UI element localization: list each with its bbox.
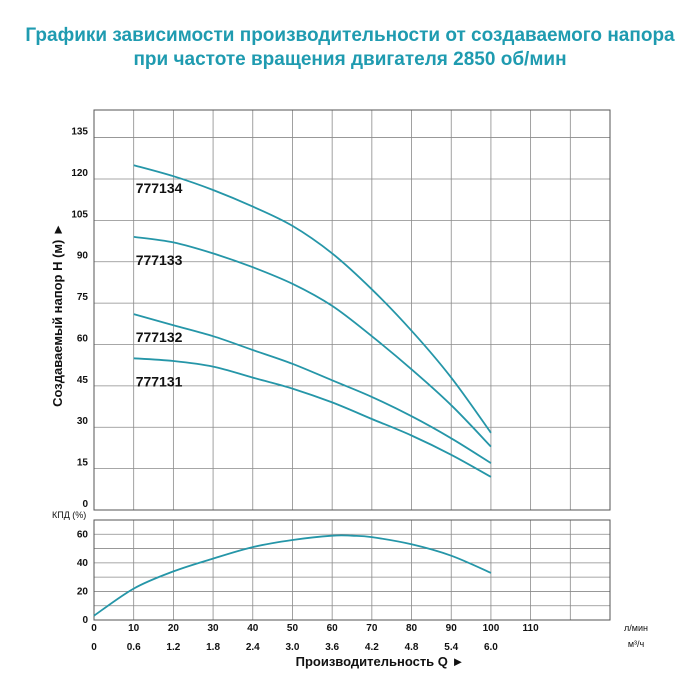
x-tick-label-lpm: 100 xyxy=(483,623,500,634)
y-tick-label: 105 xyxy=(71,209,88,220)
y-tick-label: 0 xyxy=(82,499,88,510)
x-tick-label-lpm: 60 xyxy=(327,623,339,634)
x-tick-label-lpm: 70 xyxy=(366,623,378,634)
y-tick-label: 90 xyxy=(77,251,89,262)
chart-title-line-1: Графики зависимости производительности о… xyxy=(25,25,675,46)
x-tick-label-lpm: 90 xyxy=(446,623,458,634)
head-curve-777131 xyxy=(133,357,492,478)
series-label-777134: 777134 xyxy=(136,180,183,196)
x-tick-label-lpm: 0 xyxy=(91,623,97,634)
eff-y-axis-title: КПД (%) xyxy=(52,510,86,520)
series-label-777132: 777132 xyxy=(136,329,183,345)
series-label-777131: 777131 xyxy=(136,373,183,389)
x-tick-label-m3h: 0 xyxy=(91,642,97,653)
eff-y-tick-label: 20 xyxy=(77,586,89,597)
eff-y-tick-label: 40 xyxy=(77,558,89,569)
x-tick-label-lpm: 20 xyxy=(168,623,180,634)
x-tick-label-m3h: 1.2 xyxy=(166,642,180,653)
x-tick-label-m3h: 1.8 xyxy=(206,642,220,653)
y-tick-label: 135 xyxy=(71,127,88,138)
x-unit-lpm: л/мин xyxy=(624,623,648,633)
x-tick-label-lpm: 40 xyxy=(247,623,259,634)
x-tick-label-lpm: 110 xyxy=(523,623,540,634)
x-tick-label-lpm: 50 xyxy=(287,623,299,634)
x-tick-label-lpm: 30 xyxy=(208,623,220,634)
x-unit-m3h: м³/ч xyxy=(628,639,645,649)
x-tick-label-m3h: 6.0 xyxy=(484,642,498,653)
x-tick-label-m3h: 0.6 xyxy=(127,642,141,653)
chart-title: Графики зависимости производительности о… xyxy=(0,24,700,72)
y-tick-label: 60 xyxy=(77,333,89,344)
head-curve-777133 xyxy=(133,236,492,448)
head-curve-777132 xyxy=(133,313,492,464)
y-tick-label: 30 xyxy=(77,416,89,427)
y-axis-title: Создаваемый напор H (м) ► xyxy=(50,223,65,407)
main-plot-frame xyxy=(93,109,611,511)
efficiency-curve xyxy=(93,534,492,617)
x-tick-label-m3h: 5.4 xyxy=(444,642,458,653)
x-tick-label-m3h: 4.8 xyxy=(405,642,419,653)
x-tick-label-lpm: 10 xyxy=(128,623,140,634)
y-tick-label: 75 xyxy=(77,292,89,303)
y-tick-label: 15 xyxy=(77,458,89,469)
x-tick-label-m3h: 2.4 xyxy=(246,642,260,653)
eff-plot-frame xyxy=(93,519,611,621)
x-tick-label-m3h: 4.2 xyxy=(365,642,379,653)
head-curve-777134 xyxy=(133,164,492,434)
y-tick-label: 120 xyxy=(71,168,88,179)
eff-y-tick-label: 0 xyxy=(82,615,88,626)
x-tick-label-m3h: 3.6 xyxy=(325,642,339,653)
x-tick-label-lpm: 80 xyxy=(406,623,418,634)
x-tick-label-m3h: 3.0 xyxy=(286,642,300,653)
eff-y-tick-label: 60 xyxy=(77,529,89,540)
series-label-777133: 777133 xyxy=(136,252,183,268)
chart-title-line-2: при частоте вращения двигателя 2850 об/м… xyxy=(133,49,567,70)
y-tick-label: 45 xyxy=(77,375,89,386)
x-axis-title: Производительность Q ► xyxy=(296,654,465,669)
